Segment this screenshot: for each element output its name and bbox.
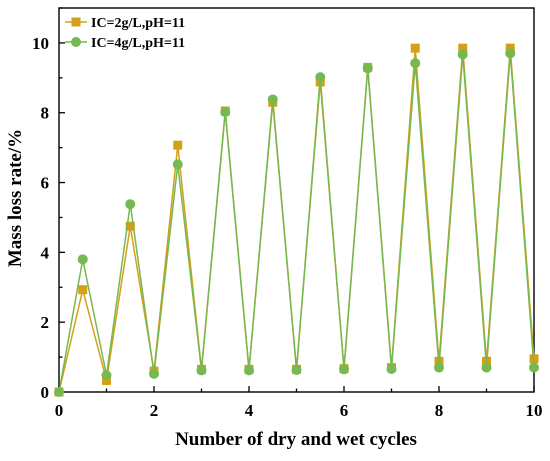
- legend-marker-square: [71, 17, 81, 27]
- data-point-circle: [101, 370, 112, 381]
- data-point-square: [78, 285, 88, 295]
- legend-marker-circle: [71, 37, 81, 47]
- data-point-circle: [481, 362, 492, 373]
- data-point-square: [505, 43, 515, 53]
- data-point-circle: [149, 368, 159, 379]
- data-point-circle: [77, 254, 88, 265]
- y-tick-label: 10: [32, 34, 49, 53]
- y-tick-label: 0: [41, 383, 50, 402]
- x-tick-label: 10: [526, 401, 543, 420]
- series-line: [58, 48, 535, 393]
- y-tick-label: 6: [41, 174, 50, 193]
- data-point-circle: [410, 58, 421, 69]
- x-tick-label: 8: [435, 401, 444, 420]
- legend-label: IC=4g/L,pH=11: [91, 36, 185, 51]
- data-point-square: [102, 375, 111, 385]
- data-point-circle: [362, 63, 373, 74]
- x-tick-label: 2: [150, 401, 159, 420]
- series-layer: [54, 43, 539, 397]
- x-tick-label: 6: [340, 401, 349, 420]
- x-tick-label: 4: [245, 401, 254, 420]
- data-point-circle: [291, 365, 302, 376]
- data-point-circle: [54, 387, 64, 397]
- data-point-circle: [505, 48, 516, 59]
- data-point-circle: [434, 362, 444, 373]
- y-tick-label: 8: [41, 104, 50, 123]
- data-point-circle: [267, 94, 278, 105]
- y-tick-label: 4: [41, 243, 50, 262]
- data-point-circle: [457, 49, 468, 60]
- axes: 0 2 4 6 8 10 0 2 4 6 8 10: [32, 7, 543, 420]
- data-point-circle: [220, 107, 231, 118]
- data-point-circle: [172, 159, 183, 170]
- x-axis-title: Number of dry and wet cycles: [175, 429, 417, 450]
- data-point-circle: [386, 363, 397, 374]
- data-point-square: [410, 43, 420, 53]
- series-2: [54, 48, 539, 397]
- data-point-circle: [339, 364, 349, 375]
- y-axis-title: Mass loss rate/%: [5, 129, 26, 267]
- data-point-circle: [196, 365, 207, 376]
- data-point-circle: [244, 365, 254, 376]
- data-point-square: [458, 43, 468, 53]
- legend-label: IC=2g/L,pH=11: [91, 16, 185, 31]
- data-point-circle: [315, 72, 326, 83]
- data-point-square: [173, 140, 183, 150]
- legend-entry: IC=2g/L,pH=11: [65, 16, 185, 31]
- y-tick-label: 2: [41, 313, 50, 332]
- x-tick-label: 0: [55, 401, 64, 420]
- data-point-circle: [125, 199, 136, 210]
- legend-entry: IC=4g/L,pH=11: [65, 36, 185, 51]
- legend: IC=2g/L,pH=11 IC=4g/L,pH=11: [65, 16, 185, 51]
- data-point-circle: [529, 362, 539, 373]
- data-point-square: [125, 221, 135, 231]
